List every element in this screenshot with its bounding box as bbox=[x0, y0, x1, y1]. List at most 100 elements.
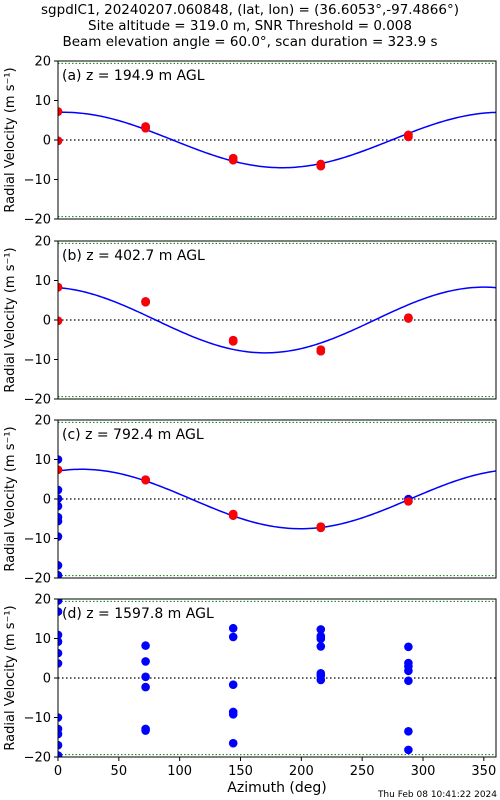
good-point-0-9 bbox=[404, 132, 413, 142]
x-tick-label-3-0: 0 bbox=[54, 764, 62, 779]
y-tick-label-2-3: 10 bbox=[34, 453, 51, 468]
y-axis-label-3: Radial Velocity (m s⁻¹) bbox=[3, 605, 18, 750]
good-point-0-7 bbox=[316, 161, 326, 171]
data-point-3-5 bbox=[58, 659, 63, 668]
data-point-3-6 bbox=[58, 713, 63, 722]
data-point-3-16 bbox=[141, 726, 150, 735]
fit-curve-0 bbox=[58, 111, 496, 169]
good-point-1-3 bbox=[141, 297, 150, 307]
x-tick-label-3-1: 50 bbox=[111, 764, 128, 779]
data-point-3-25 bbox=[316, 634, 326, 644]
panel-2: −20 −10 0 10 20 (c) z = 792.4 m AGL Radial Vel… bbox=[3, 414, 497, 587]
y-tick-label-2-1: −10 bbox=[24, 532, 51, 547]
data-point-2-8 bbox=[58, 561, 63, 570]
y-tick-label-3-4: 20 bbox=[34, 593, 51, 608]
panel-0: −20 −10 0 10 20 (a) z = 194.9 m AGL Radial Vel… bbox=[3, 55, 497, 228]
data-point-3-1 bbox=[58, 607, 63, 616]
data-point-3-12 bbox=[141, 657, 150, 666]
x-axis-label-3: Azimuth (deg) bbox=[227, 780, 326, 796]
data-point-2-0 bbox=[58, 455, 63, 464]
data-point-3-23 bbox=[316, 625, 326, 634]
panel-label-0: (a) z = 194.9 m AGL bbox=[62, 68, 205, 84]
y-tick-label-0-3: 10 bbox=[34, 94, 51, 109]
good-point-2-7 bbox=[404, 497, 413, 506]
data-point-3-21 bbox=[228, 710, 238, 719]
data-point-2-3 bbox=[58, 494, 63, 503]
x-tick-label-3-6: 300 bbox=[411, 764, 436, 779]
panel-label-1: (b) z = 402.7 m AGL bbox=[62, 248, 205, 264]
y-tick-label-0-4: 20 bbox=[34, 55, 51, 70]
footer-timestamp: Thu Feb 08 10:41:22 2024 bbox=[377, 790, 497, 800]
data-point-3-33 bbox=[404, 666, 413, 676]
good-point-1-9 bbox=[404, 314, 413, 323]
good-point-1-7 bbox=[316, 346, 326, 356]
data-point-3-36 bbox=[404, 745, 413, 755]
title-line-3: Beam elevation angle = 60.0°, scan durat… bbox=[62, 34, 437, 50]
data-point-3-35 bbox=[404, 727, 413, 736]
plot-area-0 bbox=[58, 62, 496, 218]
y-tick-label-1-0: −20 bbox=[24, 393, 51, 408]
plot-area-1 bbox=[58, 242, 496, 398]
plot-area-3 bbox=[58, 599, 496, 757]
data-point-3-8 bbox=[58, 729, 63, 739]
y-axis-label-1: Radial Velocity (m s⁻¹) bbox=[3, 247, 18, 392]
x-tick-label-3-5: 250 bbox=[350, 764, 375, 779]
good-point-1-5 bbox=[228, 337, 238, 346]
title-line-2: Site altitude = 319.0 m, SNR Threshold =… bbox=[88, 18, 412, 34]
data-point-3-11 bbox=[141, 641, 150, 650]
data-point-2-7 bbox=[58, 532, 63, 541]
data-point-3-4 bbox=[58, 648, 63, 658]
y-tick-label-1-2: 0 bbox=[43, 314, 51, 329]
data-point-3-9 bbox=[58, 740, 63, 750]
title-line-1: sgpdlC1, 20240207.060848, (lat, lon) = (… bbox=[41, 2, 459, 18]
x-tick-label-3-2: 100 bbox=[167, 764, 192, 779]
y-axis-label-0: Radial Velocity (m s⁻¹) bbox=[3, 67, 18, 212]
y-tick-label-3-0: −20 bbox=[24, 751, 51, 766]
y-tick-label-1-1: −10 bbox=[24, 353, 51, 368]
y-tick-label-3-3: 10 bbox=[34, 632, 51, 647]
good-point-2-0 bbox=[58, 465, 63, 475]
y-tick-label-2-4: 20 bbox=[34, 414, 51, 429]
data-point-3-2 bbox=[58, 630, 63, 640]
data-point-3-18 bbox=[228, 632, 238, 642]
y-tick-label-3-1: −10 bbox=[24, 711, 51, 726]
data-point-2-4 bbox=[58, 501, 63, 511]
plot-area-2 bbox=[58, 421, 496, 578]
data-point-3-30 bbox=[404, 642, 413, 652]
y-tick-label-0-1: −10 bbox=[24, 173, 51, 188]
data-point-3-29 bbox=[316, 675, 326, 685]
data-point-3-14 bbox=[141, 682, 150, 692]
good-point-2-4 bbox=[228, 511, 238, 520]
data-point-3-17 bbox=[228, 623, 238, 633]
x-tick-label-3-4: 200 bbox=[289, 764, 314, 779]
fit-curve-1 bbox=[58, 286, 496, 354]
panel-label-2: (c) z = 792.4 m AGL bbox=[62, 427, 204, 443]
good-point-1-1 bbox=[58, 316, 63, 326]
y-tick-label-2-0: −20 bbox=[24, 572, 51, 587]
data-point-2-9 bbox=[58, 570, 63, 578]
data-point-3-26 bbox=[316, 642, 326, 651]
y-tick-label-0-0: −20 bbox=[24, 213, 51, 228]
good-point-0-5 bbox=[228, 155, 238, 165]
panel-1: −20 −10 0 10 20 (b) z = 402.7 m AGL Radial Vel… bbox=[3, 235, 497, 408]
data-point-2-6 bbox=[58, 516, 63, 526]
y-axis-label-2: Radial Velocity (m s⁻¹) bbox=[3, 426, 18, 571]
data-point-3-19 bbox=[228, 680, 238, 690]
data-point-3-13 bbox=[141, 672, 150, 682]
good-point-0-3 bbox=[141, 123, 150, 133]
y-tick-label-1-3: 10 bbox=[34, 274, 51, 289]
data-point-3-0 bbox=[58, 599, 63, 605]
y-tick-label-0-2: 0 bbox=[43, 134, 51, 149]
good-point-0-1 bbox=[58, 136, 63, 146]
panel-label-3: (d) z = 1597.8 m AGL bbox=[62, 606, 214, 622]
data-point-2-2 bbox=[58, 485, 63, 495]
x-tick-label-3-3: 150 bbox=[228, 764, 253, 779]
y-tick-label-3-2: 0 bbox=[43, 672, 51, 687]
good-point-2-6 bbox=[316, 523, 326, 533]
y-tick-label-1-4: 20 bbox=[34, 235, 51, 250]
data-point-3-10 bbox=[58, 751, 63, 757]
data-point-3-22 bbox=[228, 738, 238, 748]
y-tick-label-2-2: 0 bbox=[43, 493, 51, 508]
